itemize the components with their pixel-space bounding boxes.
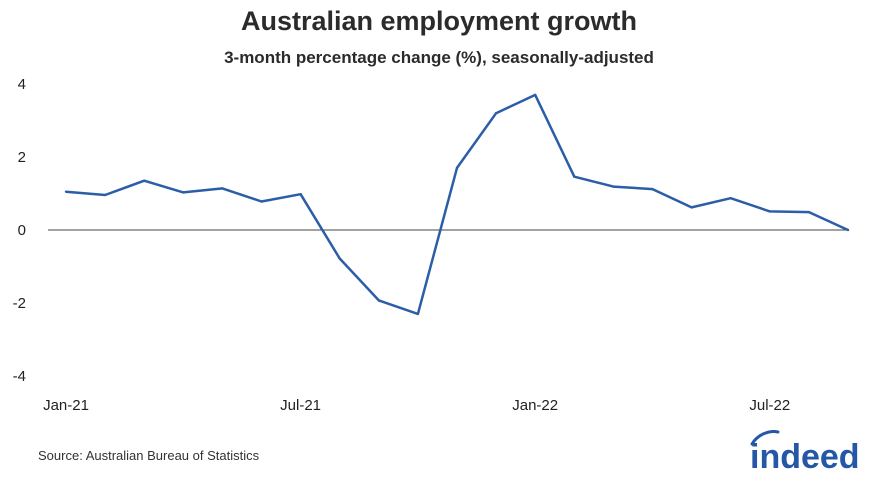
chart-subtitle: 3-month percentage change (%), seasonall… xyxy=(224,48,654,67)
data-point xyxy=(612,185,615,188)
data-point xyxy=(807,210,811,214)
x-tick-label: Jul-22 xyxy=(749,397,790,414)
source-note: Source: Australian Bureau of Statistics xyxy=(38,448,260,463)
data-point xyxy=(768,210,771,213)
data-point xyxy=(221,187,224,190)
y-tick-label: -4 xyxy=(13,368,26,385)
logo-wordmark: indeed xyxy=(750,438,860,474)
data-point xyxy=(143,179,146,182)
y-tick-label: 4 xyxy=(18,76,26,93)
data-point xyxy=(455,166,459,170)
data-point xyxy=(299,193,302,196)
data-point xyxy=(103,193,107,197)
data-point xyxy=(729,197,732,200)
data-point xyxy=(182,191,185,194)
data-point xyxy=(64,190,68,193)
x-tick-label: Jan-21 xyxy=(43,397,89,414)
y-axis: 4 2 0 -2 -4 xyxy=(13,76,26,385)
logo-arc-icon xyxy=(750,430,780,446)
series-line xyxy=(65,93,849,316)
x-tick-label: Jul-21 xyxy=(280,397,321,414)
x-tick-label: Jan-22 xyxy=(512,397,558,414)
indeed-logo: indeed xyxy=(750,430,860,474)
data-point xyxy=(651,187,654,191)
data-point xyxy=(846,228,850,232)
series-group xyxy=(64,93,850,316)
y-tick-label: 0 xyxy=(18,222,26,239)
data-point xyxy=(338,257,341,260)
x-axis: Jan-21 Jul-21 Jan-22 Jul-22 xyxy=(43,397,790,414)
data-point xyxy=(573,175,576,178)
y-tick-label: -2 xyxy=(13,295,26,312)
data-point xyxy=(690,206,693,209)
data-point xyxy=(534,93,537,97)
data-point xyxy=(494,112,498,115)
data-point xyxy=(377,299,380,302)
chart-title: Australian employment growth xyxy=(240,6,638,36)
y-tick-label: 2 xyxy=(18,149,26,166)
data-point xyxy=(260,200,263,203)
data-point xyxy=(416,312,420,316)
